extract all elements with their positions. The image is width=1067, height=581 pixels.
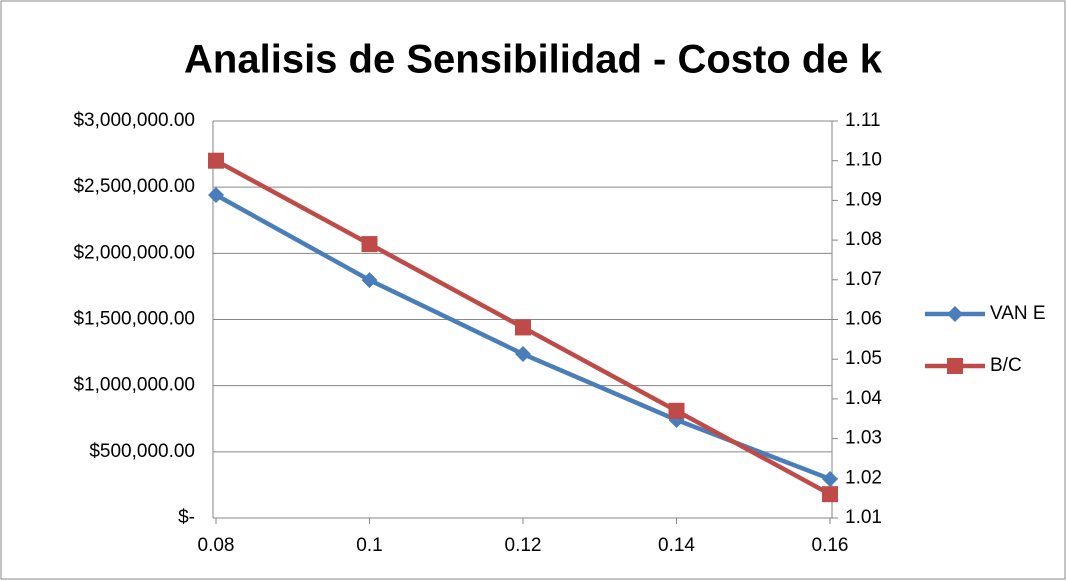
marker	[668, 402, 685, 419]
y-tick-label: $1,500,000.00	[73, 309, 195, 330]
legend-label: B/C	[990, 355, 1022, 376]
y-tick-label: $2,500,000.00	[73, 176, 195, 197]
marker	[208, 152, 224, 169]
y2-tick-label: 1.03	[845, 428, 882, 449]
x-tick-label: 0.1	[356, 535, 382, 556]
x-tick-label: 0.08	[198, 535, 235, 556]
y-tick-label: $3,000,000.00	[73, 110, 195, 131]
y2-tick-label: 1.07	[845, 269, 882, 290]
y2-tick-label: 1.02	[845, 467, 882, 488]
marker	[515, 346, 531, 363]
x-tick-label: 0.12	[505, 535, 542, 556]
y2-tick-label: 1.10	[845, 150, 882, 171]
y2-tick-label: 1.11	[845, 110, 881, 131]
legend-label: VAN E	[990, 303, 1046, 324]
x-tick-label: 0.16	[812, 535, 849, 556]
y2-tick-label: 1.08	[845, 229, 882, 250]
y2-tick-label: 1.01	[845, 507, 882, 528]
y-tick-label: $2,000,000.00	[73, 242, 195, 263]
marker	[947, 358, 963, 374]
chart-title: Analisis de Sensibilidad - Costo de k	[184, 38, 883, 82]
marker	[361, 236, 378, 253]
marker	[515, 319, 531, 336]
y-tick-label: $-	[178, 507, 195, 528]
y-tick-label: $500,000.00	[89, 441, 195, 462]
marker	[822, 470, 838, 487]
y2-tick-label: 1.06	[845, 309, 882, 330]
y2-tick-label: 1.05	[845, 348, 882, 369]
marker	[947, 306, 963, 322]
y2-tick-label: 1.09	[845, 189, 882, 210]
marker	[208, 186, 224, 203]
x-tick-label: 0.14	[658, 535, 695, 556]
y-tick-label: $1,000,000.00	[73, 375, 195, 396]
marker	[361, 272, 378, 289]
y2-tick-label: 1.04	[845, 388, 882, 409]
marker	[822, 486, 838, 503]
